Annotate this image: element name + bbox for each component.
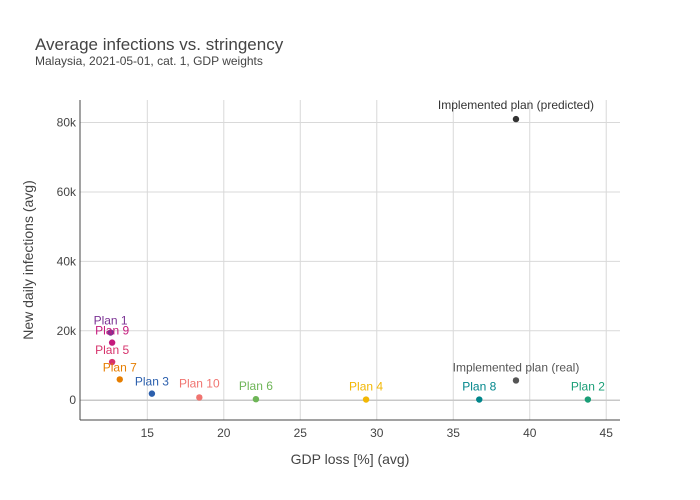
data-point[interactable] bbox=[584, 396, 592, 403]
data-point-label: Plan 1 bbox=[94, 314, 128, 328]
x-tick-label: 35 bbox=[447, 426, 461, 440]
data-point[interactable] bbox=[148, 390, 156, 397]
data-point-label: Plan 2 bbox=[571, 380, 605, 394]
data-point-label: Implemented plan (real) bbox=[453, 360, 580, 374]
y-tick-label: 60k bbox=[57, 185, 77, 199]
x-tick-label: 45 bbox=[600, 426, 614, 440]
x-tick-label: 15 bbox=[141, 426, 155, 440]
data-point[interactable] bbox=[108, 358, 116, 366]
data-point[interactable] bbox=[196, 394, 203, 401]
y-tick-label: 40k bbox=[57, 254, 77, 268]
chart-title: Average infections vs. stringency bbox=[35, 35, 284, 54]
axes bbox=[79, 100, 620, 421]
y-axis-title: New daily infections (avg) bbox=[20, 180, 36, 340]
data-point-label: Plan 5 bbox=[95, 343, 129, 357]
data-points bbox=[107, 115, 592, 403]
chart-subtitle: Malaysia, 2021-05-01, cat. 1, GDP weight… bbox=[35, 54, 263, 68]
data-point-label: Plan 9 bbox=[95, 324, 129, 338]
x-tick-label: 20 bbox=[217, 426, 231, 440]
data-point[interactable] bbox=[512, 115, 520, 123]
data-point[interactable] bbox=[107, 329, 114, 336]
data-point-label: Plan 6 bbox=[239, 379, 273, 393]
x-tick-label: 40 bbox=[523, 426, 537, 440]
grid bbox=[80, 100, 620, 420]
x-tick-label: 30 bbox=[370, 426, 384, 440]
y-tick-label: 80k bbox=[57, 116, 77, 130]
y-tick-label: 20k bbox=[57, 324, 77, 338]
data-point[interactable] bbox=[476, 396, 483, 403]
data-point[interactable] bbox=[108, 339, 116, 346]
data-point[interactable] bbox=[116, 376, 123, 383]
data-point[interactable] bbox=[512, 377, 520, 384]
data-point-label: Plan 4 bbox=[349, 380, 383, 394]
tick-labels: 15 20 25 30 35 40 45 0 20k 40k 60k 80k bbox=[57, 116, 614, 440]
data-point-label: Plan 8 bbox=[462, 380, 496, 394]
data-point-label: Plan 3 bbox=[135, 375, 169, 389]
x-axis-title: GDP loss [%] (avg) bbox=[291, 451, 410, 467]
y-tick-label: 0 bbox=[69, 393, 76, 407]
data-point-label: Plan 7 bbox=[103, 360, 137, 374]
x-tick-label: 25 bbox=[294, 426, 308, 440]
data-point-label: Plan 10 bbox=[179, 376, 220, 390]
data-point[interactable] bbox=[252, 395, 260, 403]
data-point-label: Implemented plan (predicted) bbox=[438, 98, 594, 112]
data-point[interactable] bbox=[362, 396, 370, 403]
